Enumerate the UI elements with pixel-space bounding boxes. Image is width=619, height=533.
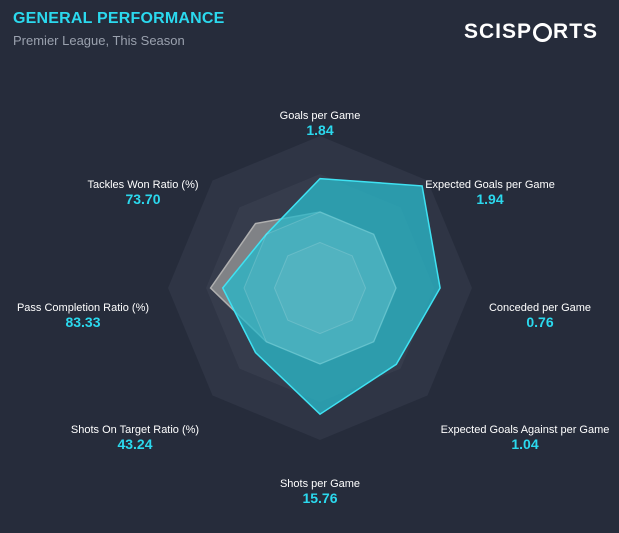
axis-label: Shots On Target Ratio (%) [71, 424, 199, 436]
axis-value: 43.24 [117, 436, 152, 452]
axis-value: 1.94 [476, 191, 503, 207]
inner-ring-highlight [273, 241, 367, 335]
axis-label: Shots per Game [280, 478, 360, 490]
axis-label: Tackles Won Ratio (%) [87, 179, 198, 191]
axis-value: 83.33 [65, 314, 100, 330]
axis-value: 15.76 [302, 490, 337, 506]
axis-label: Expected Goals Against per Game [441, 424, 610, 436]
logo-text-left: SCISP [464, 20, 533, 43]
axis-label: Goals per Game [280, 110, 361, 122]
chart-subtitle: Premier League, This Season [13, 33, 185, 48]
axis-value: 73.70 [125, 191, 160, 207]
scisports-logo: SCISP RTS [464, 20, 598, 44]
axis-label: Conceded per Game [489, 302, 591, 314]
axis-value: 1.84 [306, 122, 333, 138]
logo-text-right: RTS [553, 20, 599, 43]
axis-label: Expected Goals per Game [425, 179, 555, 191]
axis-label: Pass Completion Ratio (%) [17, 302, 149, 314]
team-series-area [221, 177, 441, 416]
axis-value: 0.76 [526, 314, 553, 330]
inner-ring-highlight [243, 211, 397, 365]
axis-value: 1.04 [511, 436, 538, 452]
logo-o-ring-icon [533, 22, 553, 42]
chart-title: GENERAL PERFORMANCE [13, 10, 225, 27]
